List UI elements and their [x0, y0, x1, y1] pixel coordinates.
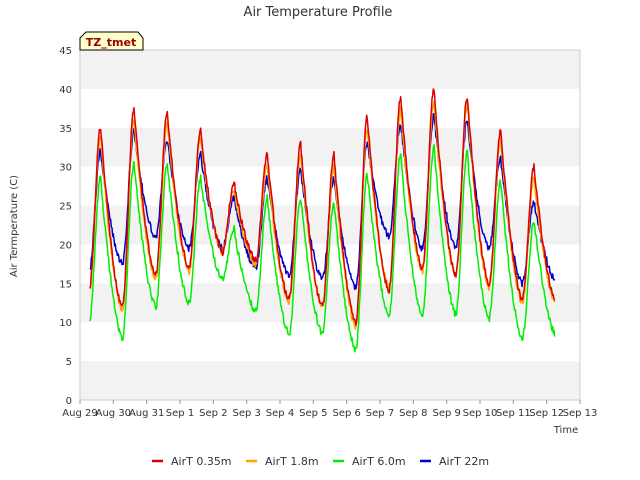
y-tick-label: 45	[59, 46, 72, 57]
y-tick-label: 20	[59, 240, 72, 251]
chart-title: Air Temperature Profile	[244, 5, 393, 20]
grid-band	[80, 322, 580, 362]
station-label: TZ_tmet	[79, 31, 144, 51]
x-tick-label: Sep 4	[266, 408, 294, 419]
x-tick-label: Sep 3	[232, 408, 260, 419]
series-line-airt-0-35m	[89, 88, 556, 326]
grid-band	[80, 127, 580, 167]
y-axis-ticks: 0 5 10 15 20 25 30 35 40 45	[59, 46, 72, 407]
x-tick-label: Sep 10	[463, 408, 498, 419]
y-axis-label: Air Termperature (C)	[9, 175, 20, 277]
y-tick-label: 10	[59, 318, 72, 329]
x-tick-label: Sep 6	[332, 408, 360, 419]
grid-band	[80, 361, 580, 400]
legend-label: AirT 22m	[439, 455, 489, 468]
y-tick-label: 0	[66, 396, 72, 407]
series-line-airt-22m	[89, 112, 556, 291]
grid-band	[80, 283, 580, 323]
y-tick-label: 5	[66, 357, 72, 368]
x-tick-label: Sep 1	[166, 408, 194, 419]
series-line-airt-6-0m	[89, 144, 556, 353]
plot-frame	[79, 49, 581, 401]
x-tick-label: Sep 12	[529, 408, 564, 419]
grid-band	[80, 50, 580, 89]
x-tick-label: Aug 31	[129, 408, 164, 419]
x-tick-label: Sep 8	[399, 408, 427, 419]
y-tick-label: 40	[59, 85, 72, 96]
legend-label: AirT 1.8m	[265, 455, 319, 468]
y-tick-label: 15	[59, 279, 72, 290]
x-tick-label: Aug 29	[62, 408, 97, 419]
legend-label: AirT 6.0m	[352, 455, 406, 468]
x-tick-label: Sep 5	[299, 408, 327, 419]
x-tick-label: Sep 9	[432, 408, 460, 419]
x-tick-label: Aug 30	[96, 408, 131, 419]
y-tick-label: 30	[59, 163, 72, 174]
x-tick-label: Sep 7	[366, 408, 394, 419]
series-lines	[89, 88, 556, 353]
y-tick-label: 25	[59, 202, 72, 213]
legend-label: AirT 0.35m	[171, 455, 232, 468]
legend: AirT 0.35m AirT 1.8m AirT 6.0m AirT 22m	[152, 455, 489, 468]
station-label-text: TZ_tmet	[86, 36, 136, 49]
x-tick-label: Sep 13	[563, 408, 598, 419]
station-label-box	[79, 31, 144, 51]
x-axis-label: Time	[553, 425, 578, 436]
x-tick-label: Sep 11	[496, 408, 531, 419]
grid-band	[80, 88, 580, 128]
x-tick-label: Sep 2	[199, 408, 227, 419]
y-tick-label: 35	[59, 124, 72, 135]
grid-band	[80, 244, 580, 284]
